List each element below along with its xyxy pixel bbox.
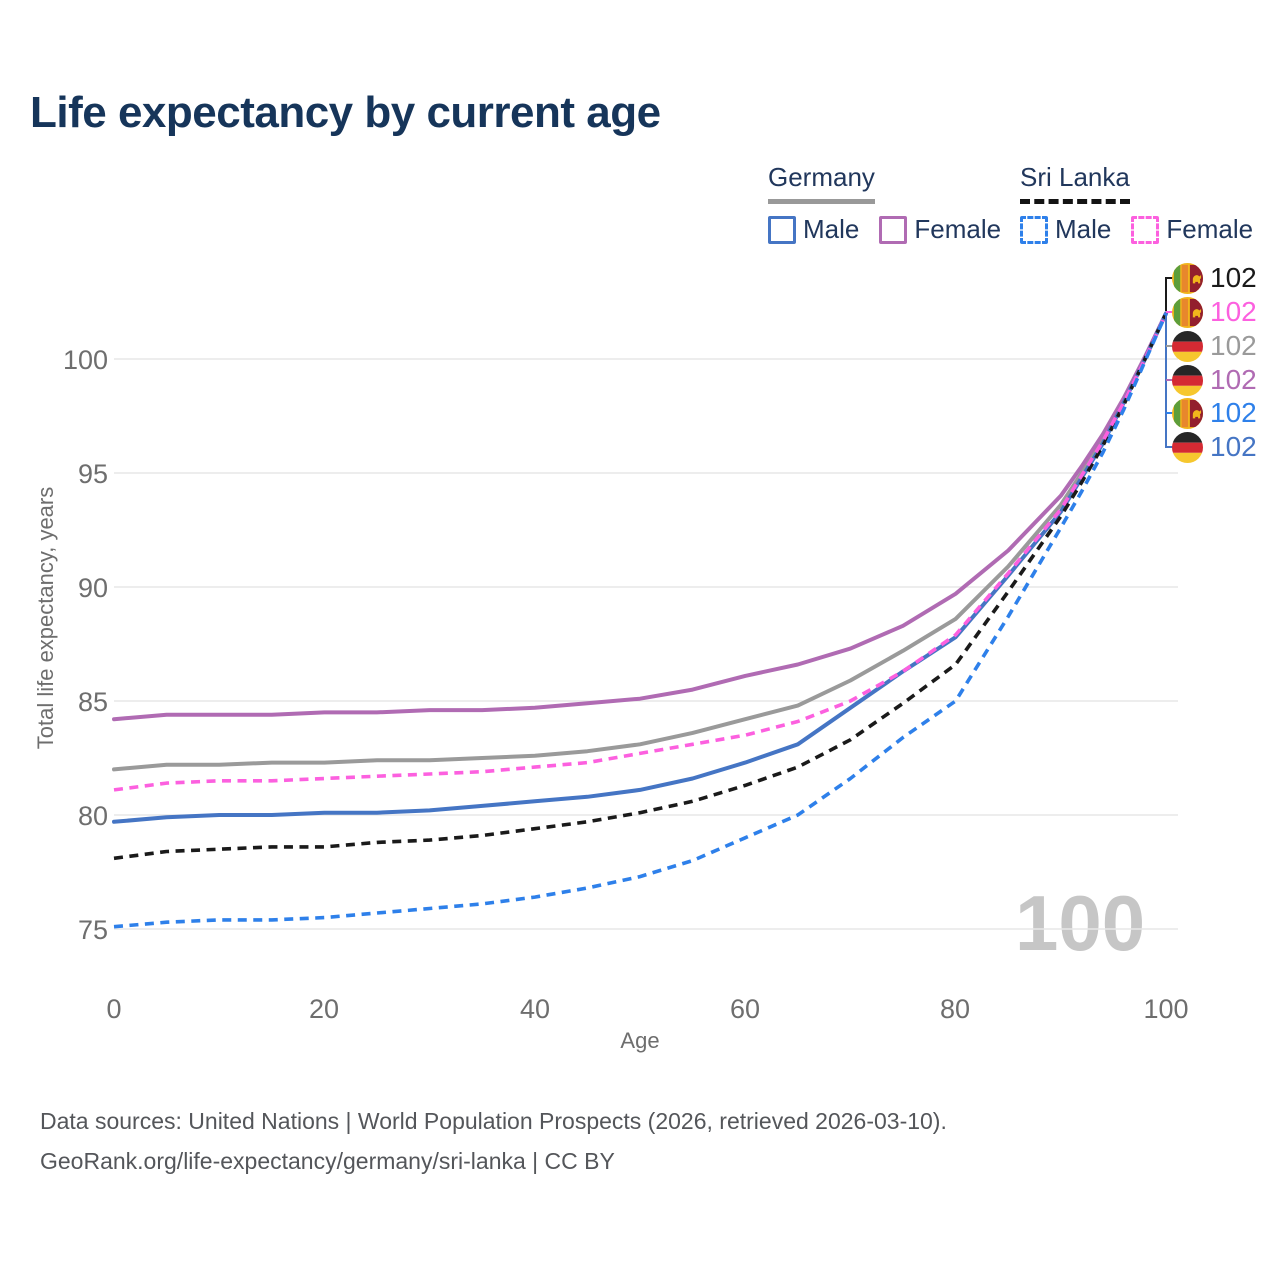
- series-line-sri-lanka-male[interactable]: [113, 312, 1168, 929]
- y-tick-75: 75: [77, 915, 108, 945]
- end-label-value: 102: [1210, 262, 1257, 293]
- end-label-value: 102: [1210, 296, 1257, 327]
- y-tick-90: 90: [77, 573, 108, 603]
- legend-sri-lanka-male[interactable]: Male: [1020, 214, 1111, 245]
- end-label-value: 102: [1210, 431, 1257, 462]
- sri-lanka-male-swatch: [1020, 215, 1048, 244]
- legend-germany-male-label: Male: [803, 214, 860, 244]
- series-line-germany-female[interactable]: [112, 311, 1168, 722]
- germany-flag-icon: [1172, 330, 1203, 362]
- x-tick-60: 60: [729, 994, 761, 1024]
- sri-lanka-female-swatch: [1131, 215, 1160, 244]
- x-tick-40: 40: [519, 994, 551, 1024]
- end-label-value: 102: [1210, 397, 1257, 428]
- x-axis-title: Age: [620, 1028, 660, 1053]
- series-line-sri-lanka-both[interactable]: [113, 312, 1168, 861]
- sri-lanka-flag-icon: [1172, 296, 1203, 328]
- series-line-sri-lanka-female[interactable]: [113, 312, 1168, 792]
- sri-lanka-flag-icon: [1172, 397, 1203, 429]
- x-tick-20: 20: [308, 994, 340, 1024]
- germany-flag-icon: [1172, 364, 1203, 396]
- leader-germany-male: [1165, 316, 1174, 448]
- legend-germany-label[interactable]: Germany: [768, 162, 875, 204]
- end-label-sri-lanka-female: 102: [1172, 296, 1257, 328]
- y-tick-100: 100: [62, 345, 108, 375]
- end-label-value: 102: [1210, 364, 1257, 395]
- end-label-germany-male: 102: [1172, 431, 1257, 463]
- age-watermark: 100: [1015, 879, 1146, 967]
- legend-germany-female[interactable]: Female: [879, 214, 1001, 245]
- page-title: Life expectancy by current age: [30, 88, 661, 137]
- footer-attribution-link: GeoRank.org/life-expectancy/germany/sri-…: [40, 1148, 615, 1174]
- legend-sri-lanka-male-label: Male: [1055, 214, 1112, 244]
- legend-sri-lanka-female[interactable]: Female: [1131, 214, 1253, 245]
- y-axis-title: Total life expectancy, years: [33, 486, 58, 750]
- legend-germany-male[interactable]: Male: [768, 214, 859, 245]
- gridlines: [114, 358, 1178, 930]
- germany-female-swatch: [879, 215, 908, 244]
- germany-male-swatch: [768, 215, 796, 244]
- y-tick-95: 95: [77, 459, 108, 489]
- x-tick-0: 0: [106, 994, 122, 1024]
- series-line-germany-both[interactable]: [112, 311, 1168, 772]
- x-tick-100: 100: [1143, 994, 1189, 1024]
- end-label-value: 102: [1210, 330, 1257, 361]
- legend-sri-lanka: Sri Lanka Male Female: [1020, 162, 1253, 245]
- end-label-germany-female: 102: [1172, 364, 1257, 396]
- x-tick-80: 80: [939, 994, 971, 1024]
- leader-sri-lanka-both: [1165, 277, 1174, 311]
- y-tick-85: 85: [77, 687, 108, 717]
- end-label-germany-both: 102: [1172, 330, 1257, 362]
- sri-lanka-flag-icon: [1172, 262, 1203, 294]
- footer-data-sources: Data sources: United Nations | World Pop…: [40, 1108, 947, 1134]
- y-tick-80: 80: [77, 801, 108, 831]
- end-label-sri-lanka-both: 102: [1172, 262, 1257, 294]
- end-label-sri-lanka-male: 102: [1172, 397, 1257, 429]
- legend-sri-lanka-label[interactable]: Sri Lanka: [1020, 162, 1130, 204]
- legend-germany: Germany Male Female: [768, 162, 1001, 245]
- legend-germany-female-label: Female: [914, 214, 1002, 244]
- legend-sri-lanka-female-label: Female: [1166, 214, 1254, 244]
- germany-flag-icon: [1172, 431, 1203, 463]
